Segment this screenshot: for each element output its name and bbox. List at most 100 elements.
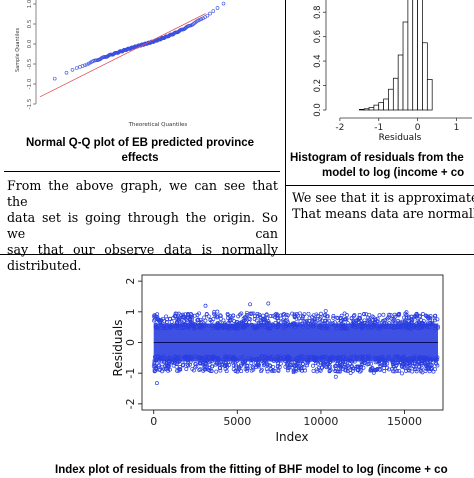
qq-y-tick-label: 0.5 [27, 19, 33, 28]
index-point [301, 318, 306, 323]
index-point [210, 326, 215, 331]
index-point [302, 312, 307, 317]
index-point [354, 364, 359, 369]
index-point [308, 322, 313, 327]
index-point [311, 368, 316, 373]
index-point [325, 326, 330, 331]
index-point [174, 317, 179, 321]
index-point [291, 322, 296, 326]
index-point [286, 313, 290, 318]
index-point [352, 354, 356, 359]
index-point [428, 316, 433, 321]
index-point [351, 320, 356, 325]
qq-xlabel: Theoretical Quantiles [128, 122, 188, 128]
index-point [342, 311, 347, 316]
index-point [208, 318, 213, 323]
index-point [180, 315, 185, 320]
index-point [411, 357, 415, 362]
index-point [318, 317, 322, 322]
index-point [404, 326, 409, 330]
index-point [390, 358, 395, 363]
qq-y-tick-label: -1.5 [27, 98, 33, 109]
qq-y-axis: 1.0 0.5 0.0 -0.5 -1.0 -1.5 [27, 0, 37, 109]
index-point [184, 367, 189, 371]
qq-caption-rule [4, 171, 280, 172]
index-point [337, 364, 342, 369]
index-point [400, 356, 405, 360]
index-point [255, 312, 260, 316]
hist-xlabel: Residuals [379, 133, 422, 143]
index-point [390, 366, 395, 371]
index-point [156, 318, 161, 323]
index-point [396, 354, 401, 359]
hist-caption-rule [286, 185, 474, 186]
index-point [337, 323, 342, 328]
index-point [198, 367, 203, 372]
index-point [263, 325, 267, 330]
index-point [308, 355, 313, 360]
hist-axes: 0.0 0.2 0.4 0.6 0.8 -2 -1 0 1 [313, 0, 472, 133]
index-point [300, 354, 305, 359]
index-point [375, 316, 380, 321]
index-point [176, 317, 181, 322]
index-point [258, 316, 263, 321]
index-point [195, 313, 200, 317]
index-point [257, 356, 262, 361]
index-point [400, 319, 405, 324]
index-point [305, 363, 310, 368]
qq-point [205, 13, 210, 18]
index-point [306, 325, 311, 330]
index-point [243, 325, 247, 330]
index-point [318, 323, 322, 328]
index-point [251, 367, 256, 372]
qq-point [85, 62, 89, 67]
index-point [254, 356, 259, 361]
index-point [341, 359, 346, 364]
hist-bar [407, 0, 414, 111]
index-point [368, 368, 373, 373]
index-point [236, 326, 241, 331]
index-point [326, 318, 331, 323]
index-point [379, 324, 383, 329]
hist-bar [368, 107, 375, 111]
index-point [242, 315, 247, 320]
index-point [327, 356, 332, 360]
index-point [196, 317, 201, 322]
index-point [278, 361, 283, 366]
index-point [371, 317, 376, 322]
index-point [336, 354, 341, 359]
index-plot: 2 1 0 -1 -2 0 5000 10000 15000 Residuals Index [111, 274, 444, 444]
index-point [268, 326, 273, 331]
index-point [270, 322, 275, 327]
index-point [154, 326, 159, 330]
index-point [418, 369, 423, 374]
index-point [386, 355, 391, 360]
index-point [323, 308, 328, 313]
index-point [328, 364, 333, 369]
index-point [275, 354, 279, 359]
index-point [395, 368, 400, 373]
index-point [435, 363, 440, 368]
index-point [433, 358, 438, 363]
index-point [222, 321, 227, 326]
hist-y-tick-label: 0.2 [313, 79, 323, 93]
index-point [216, 356, 221, 361]
hist-y-tick-label: 0.8 [313, 5, 323, 19]
index-point [381, 312, 386, 317]
index-point [425, 314, 430, 319]
index-point [435, 317, 440, 322]
index-point [245, 364, 250, 369]
index-point [152, 318, 157, 323]
index-point [259, 367, 264, 372]
index-point [214, 325, 219, 330]
index-point [204, 312, 209, 316]
index-point [203, 361, 208, 366]
index-point [281, 325, 286, 330]
qq-caption-line2: effects [121, 152, 159, 164]
index-point [386, 325, 391, 330]
index-point [388, 312, 393, 317]
index-point [225, 313, 230, 317]
index-point [186, 363, 191, 368]
index-point [274, 313, 279, 318]
index-point [227, 324, 232, 329]
